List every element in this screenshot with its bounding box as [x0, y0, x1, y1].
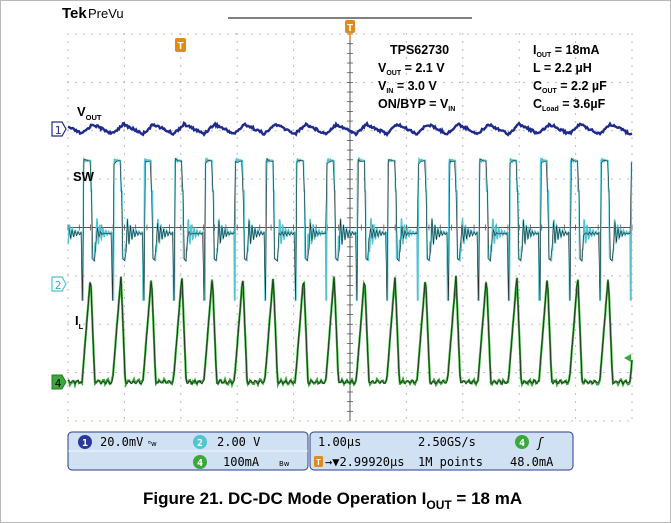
- vin-setting: VIN = 3.0 V: [378, 79, 437, 95]
- trigger-marker: T: [175, 38, 186, 52]
- sw-label: SW: [73, 169, 95, 184]
- waveform-il-overlay: [67, 275, 633, 385]
- ch1-badge: [78, 435, 92, 449]
- trigger-level: 48.0mA: [510, 455, 554, 469]
- ch2-marker-label: 2: [55, 279, 62, 292]
- timebase: 1.00µs: [318, 435, 361, 449]
- status-bar: 1 20.0mV ᴮw 2 2.00 V 4 100mA Bw 1.00µs 2…: [67, 431, 574, 471]
- vout-label: VOUT: [77, 104, 102, 122]
- trigger-position-marker: T: [345, 20, 355, 40]
- trigger-marker-label: T: [177, 41, 183, 52]
- ch1-marker: 1: [51, 121, 67, 137]
- trigger-position-label: T: [347, 23, 353, 34]
- trigger-delay-icon-label: T: [316, 458, 321, 467]
- ch2-badge: [193, 435, 207, 449]
- ch4-bw: Bw: [279, 460, 290, 468]
- iout-setting: IOUT = 18mA: [533, 43, 600, 59]
- inductor-setting: L = 2.2 µH: [533, 61, 592, 75]
- ch2-badge-label: 2: [197, 438, 203, 449]
- figure-caption: Figure 21. DC-DC Mode Operation IOUT = 1…: [143, 489, 522, 512]
- ch4-badge-label: 4: [197, 458, 203, 469]
- ch1-badge-label: 1: [82, 438, 88, 449]
- mode-setting: ON/BYP = VIN: [378, 97, 455, 113]
- ch2-scale: 2.00 V: [217, 435, 260, 449]
- cout-setting: COUT = 2.2 µF: [533, 79, 607, 95]
- trigger-delay: →▼2.99920µs: [325, 455, 404, 469]
- ch4-marker-label: 4: [55, 377, 62, 390]
- trigger-source-label: 4: [519, 438, 525, 449]
- trigger-source-badge: [515, 435, 529, 449]
- ch1-bw: ᴮw: [148, 440, 157, 448]
- waveform-il: [67, 276, 634, 390]
- scope-brand: Tek: [62, 5, 87, 22]
- trigger-slope-icon: ʃ: [536, 436, 544, 451]
- ch2-marker: 2: [51, 276, 67, 292]
- device-label: TPS62730: [390, 43, 449, 57]
- ch1-scale: 20.0mV: [100, 435, 143, 449]
- waveform-sw-overlay: [68, 157, 632, 301]
- ch4-badge: [193, 455, 207, 469]
- vout-setting: VOUT = 2.1 V: [378, 61, 445, 77]
- acquisition-mode: PreVu: [88, 6, 124, 21]
- trigger-delay-icon: [314, 456, 323, 467]
- ch4-marker: 4: [51, 374, 67, 390]
- trigger-level-arrow: [624, 354, 631, 362]
- waveform-vout: [67, 120, 633, 138]
- ch4-scale: 100mA: [223, 455, 260, 469]
- ch1-marker-label: 1: [55, 124, 62, 137]
- cload-setting: CLoad = 3.6µF: [533, 97, 606, 113]
- record-length: 1M points: [418, 455, 483, 469]
- il-label: IL: [75, 313, 84, 331]
- sample-rate: 2.50GS/s: [418, 435, 476, 449]
